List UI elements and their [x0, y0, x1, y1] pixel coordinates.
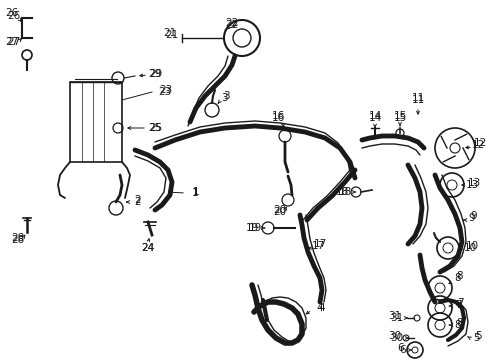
Text: 8: 8 — [455, 320, 461, 330]
Text: 11: 11 — [412, 95, 425, 105]
Text: 28: 28 — [11, 235, 24, 245]
Text: 10: 10 — [466, 241, 479, 251]
Text: 20: 20 — [273, 207, 287, 217]
Text: 22: 22 — [225, 20, 239, 30]
Text: 30: 30 — [389, 331, 402, 341]
Text: 27: 27 — [7, 37, 21, 47]
Text: 17: 17 — [311, 241, 325, 251]
Text: 1: 1 — [192, 188, 198, 198]
Text: 9: 9 — [469, 213, 475, 223]
Text: 24: 24 — [142, 243, 155, 253]
Text: 25: 25 — [149, 123, 163, 133]
Text: 27: 27 — [5, 37, 19, 47]
Text: 18: 18 — [339, 187, 352, 197]
Text: 7: 7 — [457, 298, 464, 308]
Text: 12: 12 — [471, 140, 485, 150]
Text: 25: 25 — [148, 123, 162, 133]
Text: 14: 14 — [368, 113, 382, 123]
Text: 11: 11 — [412, 93, 425, 103]
Text: 3: 3 — [220, 93, 227, 103]
Text: 2: 2 — [135, 195, 141, 205]
Text: 2: 2 — [135, 197, 141, 207]
Text: 13: 13 — [467, 178, 481, 188]
Text: 4: 4 — [318, 303, 325, 313]
Text: 1: 1 — [193, 187, 199, 197]
Text: 10: 10 — [464, 243, 477, 253]
Text: 12: 12 — [473, 138, 487, 148]
Text: 18: 18 — [335, 187, 348, 197]
Text: 8: 8 — [457, 271, 464, 281]
Text: 28: 28 — [11, 233, 24, 243]
Text: 21: 21 — [166, 30, 179, 40]
Text: 24: 24 — [142, 243, 155, 253]
Text: 16: 16 — [271, 111, 285, 121]
Text: 19: 19 — [245, 223, 259, 233]
Text: 30: 30 — [391, 333, 404, 343]
Text: 26: 26 — [7, 11, 21, 21]
Text: 19: 19 — [248, 223, 262, 233]
Text: 22: 22 — [225, 18, 239, 28]
Text: 29: 29 — [148, 69, 162, 79]
Text: 5: 5 — [473, 333, 479, 343]
Text: 6: 6 — [398, 343, 404, 353]
Text: 9: 9 — [471, 211, 477, 221]
Text: 4: 4 — [317, 303, 323, 313]
Text: 6: 6 — [400, 345, 406, 355]
Text: 31: 31 — [391, 313, 404, 323]
Text: 16: 16 — [271, 113, 285, 123]
Text: 23: 23 — [158, 87, 172, 97]
Text: 21: 21 — [163, 28, 176, 38]
Text: 15: 15 — [393, 111, 407, 121]
Text: 26: 26 — [5, 8, 19, 18]
Text: 13: 13 — [466, 180, 479, 190]
Text: 3: 3 — [222, 91, 229, 101]
FancyBboxPatch shape — [70, 82, 122, 162]
Text: 7: 7 — [455, 300, 461, 310]
Text: 5: 5 — [475, 331, 481, 341]
Text: 31: 31 — [389, 311, 402, 321]
Text: 8: 8 — [457, 318, 464, 328]
Text: 29: 29 — [149, 69, 163, 79]
Text: 23: 23 — [159, 85, 172, 95]
Text: 17: 17 — [314, 239, 327, 249]
Text: 14: 14 — [368, 111, 382, 121]
Text: 15: 15 — [393, 113, 407, 123]
Text: 8: 8 — [455, 273, 461, 283]
Text: 20: 20 — [273, 205, 287, 215]
